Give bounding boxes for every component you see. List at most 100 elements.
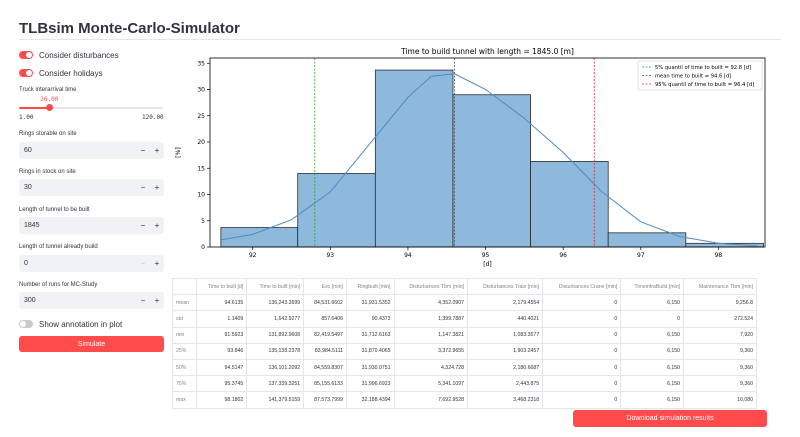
table-row: min 91.5923 131,892.9608 82,419.5497 31,712.…: [172, 326, 757, 344]
decrement-button[interactable]: −: [140, 183, 146, 192]
y-tick-label: 20: [197, 139, 205, 146]
table-cell: 1,903.2457: [467, 342, 544, 360]
table-cell: 6,150: [620, 358, 685, 377]
column-header[interactable]: Disturbances Train [min]: [467, 277, 544, 296]
mc-runs-value[interactable]: 300: [24, 297, 36, 304]
column-header[interactable]: [172, 277, 197, 296]
table-cell: 9,256.8: [683, 294, 757, 312]
table-cell: 95.3745: [195, 375, 248, 393]
table-row: max 98.1802 141,379.5159 87,573.7999 32,188.…: [172, 391, 757, 409]
column-header[interactable]: Time to built [d]: [195, 277, 248, 296]
table-cell: 0: [542, 342, 622, 360]
toggle-switch-icon[interactable]: [19, 320, 33, 328]
row-label: 75%: [172, 375, 197, 393]
table-cell: 2,179.4554: [467, 294, 544, 312]
tunnel-built-value[interactable]: 0: [24, 260, 28, 267]
legend-entry: mean time to built = 94.6 [d]: [655, 74, 731, 80]
show-annotation-toggle[interactable]: Show annotation in plot: [19, 317, 122, 331]
table-cell: 91.5923: [195, 326, 248, 344]
rings-storable-input[interactable]: 60 − +: [19, 142, 164, 159]
table-cell: 136,101.2092: [246, 358, 305, 377]
table-cell: 7,920: [683, 326, 757, 344]
simulate-button[interactable]: Simulate: [19, 336, 164, 352]
slider-min-label: 1.00: [19, 114, 34, 121]
column-header[interactable]: TimeinfraBuild [min]: [620, 277, 685, 296]
decrement-button[interactable]: −: [140, 146, 146, 155]
row-label: min: [172, 326, 197, 344]
download-results-button[interactable]: Download simulation results: [573, 410, 767, 427]
table-cell: 135,138.2378: [246, 342, 305, 360]
column-header[interactable]: Disturbances Crane [min]: [542, 277, 622, 296]
rings-in-stock-value[interactable]: 30: [24, 184, 32, 191]
table-cell: 90.4373: [345, 310, 395, 328]
table-cell: 0: [542, 391, 622, 409]
plot-frame: [209, 57, 766, 248]
table-cell: 6,150: [620, 391, 685, 409]
title-divider: [19, 39, 781, 40]
tunnel-length-value[interactable]: 1845: [24, 222, 40, 229]
y-tick-label: 35: [197, 60, 205, 67]
decrement-button[interactable]: −: [140, 259, 146, 268]
toggle-switch-icon[interactable]: [19, 69, 33, 77]
x-tick-label: 93: [326, 252, 334, 259]
table-cell: 857.6406: [303, 310, 347, 328]
x-tick-label: 97: [637, 252, 645, 259]
app-title: TLBsim Monte-Carlo-Simulator: [19, 20, 240, 37]
increment-button[interactable]: +: [154, 183, 160, 192]
column-header[interactable]: Ringbuilt [min]: [345, 277, 395, 296]
decrement-button[interactable]: −: [140, 296, 146, 305]
increment-button[interactable]: +: [154, 259, 160, 268]
column-header[interactable]: Disturbances Tbm [min]: [393, 277, 469, 296]
chart-title: Time to build tunnel with length = 1845.…: [400, 47, 574, 56]
table-cell: 94.5147: [195, 358, 248, 377]
table-cell: 136,243.3699: [246, 294, 305, 312]
rings-in-stock-input[interactable]: 30 − +: [19, 179, 164, 196]
table-cell: 4,352.0907: [393, 294, 469, 312]
slider-handle[interactable]: [45, 104, 53, 111]
table-cell: 10,080: [683, 391, 757, 409]
legend-entry: 95% quantil of time to built = 96.4 [d]: [655, 82, 754, 88]
table-cell: 32,188.4394: [345, 391, 395, 409]
table-cell: 85,155.6133: [303, 375, 347, 393]
table-row: std 1.1409 1,642.9277 857.6406 90.4373 1,399.…: [172, 310, 757, 328]
consider-holidays-toggle[interactable]: Consider holidays: [19, 66, 103, 80]
increment-button[interactable]: +: [154, 221, 160, 230]
table-cell: 31,931.5352: [345, 294, 395, 312]
table-cell: 3,372.9655: [393, 342, 469, 360]
increment-button[interactable]: +: [154, 296, 160, 305]
table-cell: 440.4021: [467, 310, 544, 328]
column-header[interactable]: Exc [min]: [303, 277, 347, 296]
x-tick-label: 96: [559, 252, 567, 259]
table-cell: 2,180.6687: [467, 358, 544, 377]
column-header[interactable]: Maintenance Tbm [min]: [683, 277, 757, 296]
table-cell: 31,870.4065: [345, 342, 395, 360]
tunnel-built-input[interactable]: 0 − +: [19, 255, 164, 272]
histogram-bar: [297, 173, 376, 248]
table-cell: 94.6135: [195, 294, 248, 312]
table-cell: 83,984.5111: [303, 342, 347, 360]
column-header[interactable]: Time to built [min]: [246, 277, 305, 296]
table-cell: 9,360: [683, 342, 757, 360]
toggle-switch-icon[interactable]: [19, 51, 33, 59]
consider-disturbances-toggle[interactable]: Consider disturbances: [19, 48, 119, 62]
rings-storable-value[interactable]: 60: [24, 147, 32, 154]
table-cell: 2,443.875: [467, 375, 544, 393]
increment-button[interactable]: +: [154, 146, 160, 155]
histogram-svg: Time to build tunnel with length = 1845.…: [175, 47, 766, 268]
mc-runs-input[interactable]: 300 − +: [19, 292, 164, 309]
table-cell: 1,083.3577: [467, 326, 544, 344]
table-cell: 6,150: [620, 326, 685, 344]
row-label: 25%: [172, 342, 197, 360]
table-cell: 9,360: [683, 358, 757, 377]
kde-line: [221, 73, 758, 247]
decrement-button[interactable]: −: [140, 221, 146, 230]
table-cell: 0: [620, 310, 685, 328]
table-cell: 5,341.1097: [393, 375, 469, 393]
table-body: mean 94.6135 136,243.3699 84,531.6602 31,931…: [172, 294, 757, 409]
tunnel-length-input[interactable]: 1845 − +: [19, 217, 164, 234]
table-cell: 82,419.5497: [303, 326, 347, 344]
table-cell: 9,360: [683, 375, 757, 393]
table-cell: 84,559.8307: [303, 358, 347, 377]
table-cell: 141,379.5159: [246, 391, 305, 409]
truck-interarrival-slider[interactable]: [19, 104, 163, 111]
